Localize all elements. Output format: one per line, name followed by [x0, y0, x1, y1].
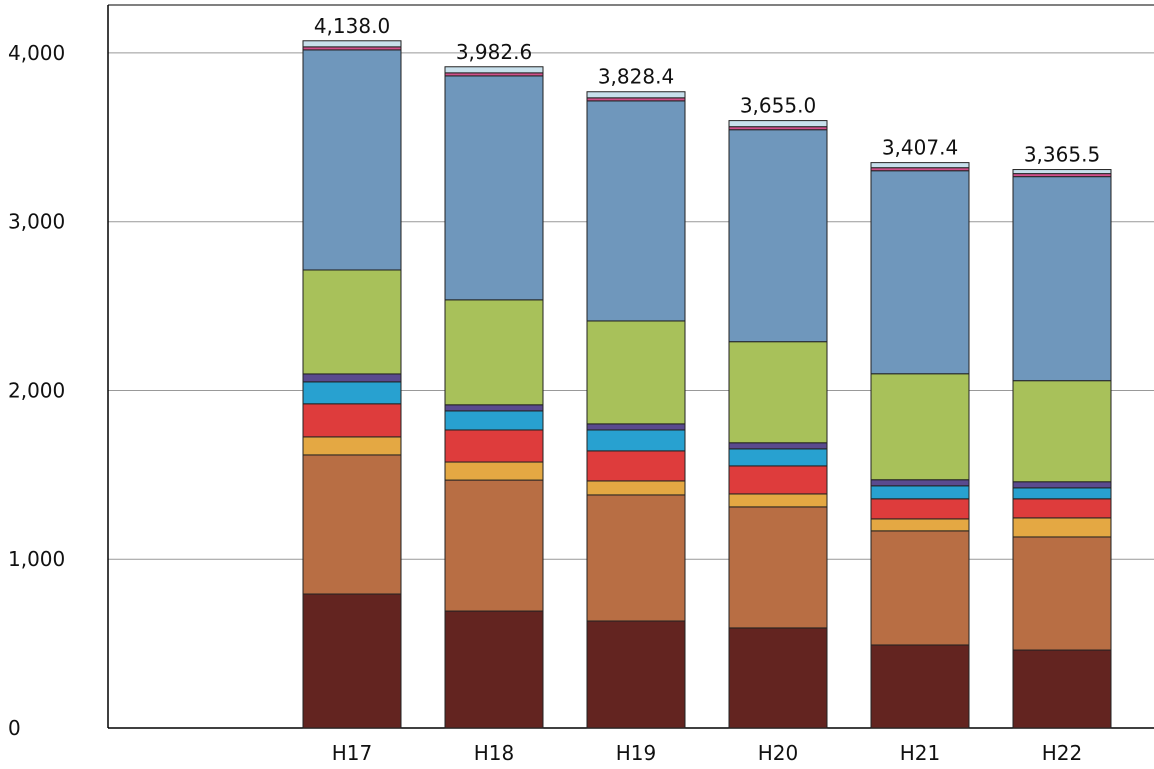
bar-segment — [586, 100, 686, 322]
bar-segment — [1012, 498, 1112, 519]
bar-segment — [586, 429, 686, 452]
bar-segment — [302, 403, 402, 438]
bar-segment — [870, 518, 970, 532]
bar-segment — [870, 530, 970, 646]
bar-segment — [586, 620, 686, 729]
bar-segment — [302, 381, 402, 405]
bar-segment — [586, 480, 686, 496]
x-tick-label: H22 — [1042, 741, 1083, 765]
bar-segment — [302, 436, 402, 456]
bar-segment — [586, 494, 686, 622]
total-label: 4,138.0 — [314, 14, 390, 38]
bar-segment — [870, 479, 970, 487]
bar-segment — [302, 454, 402, 595]
bar-segment — [444, 66, 544, 74]
bar-segment — [1012, 517, 1112, 538]
bar-segment — [870, 162, 970, 169]
bar-segment — [302, 269, 402, 375]
bar-segment — [728, 627, 828, 729]
x-tick-label: H21 — [900, 741, 941, 765]
x-tick-label: H18 — [474, 741, 515, 765]
bar-segment — [444, 410, 544, 431]
y-tick-label: 0 — [8, 716, 21, 740]
bar-segment — [870, 644, 970, 729]
bar-segment — [728, 341, 828, 444]
bar-segment — [444, 299, 544, 406]
bar-segment — [728, 506, 828, 629]
bar-segment — [302, 49, 402, 271]
bar-segment — [728, 493, 828, 508]
y-tick-label: 1,000 — [8, 547, 65, 571]
bar-segment — [444, 75, 544, 301]
bar-segment — [870, 498, 970, 520]
bar-segment — [1012, 481, 1112, 489]
bar-segment — [302, 40, 402, 48]
bar-segment — [1012, 169, 1112, 175]
bar-segment — [586, 450, 686, 482]
bar-segment — [444, 479, 544, 612]
bar-segment — [444, 610, 544, 729]
bar-segment — [586, 91, 686, 99]
x-tick-label: H20 — [758, 741, 799, 765]
bar-segment — [1012, 649, 1112, 729]
bar-segment — [586, 423, 686, 431]
y-tick-label: 2,000 — [8, 378, 65, 402]
bar-segment — [728, 120, 828, 128]
bar-segment — [586, 320, 686, 425]
x-tick-label: H17 — [332, 741, 373, 765]
bar-segment — [870, 373, 970, 481]
total-label: 3,365.5 — [1024, 143, 1100, 167]
bar-segment — [728, 448, 828, 467]
bar-segment — [1012, 176, 1112, 382]
x-tick-label: H19 — [616, 741, 657, 765]
bar-segment — [870, 170, 970, 375]
bar-segment — [444, 461, 544, 481]
bar-segment — [728, 442, 828, 450]
bar-segment — [728, 465, 828, 495]
bar-segment — [728, 129, 828, 343]
bar-segment — [1012, 536, 1112, 651]
total-label: 3,407.4 — [882, 136, 958, 160]
bar-segment — [1012, 380, 1112, 483]
bar-segment — [444, 429, 544, 463]
total-label: 3,982.6 — [456, 40, 532, 64]
bar-segment — [870, 485, 970, 500]
bar-segment — [444, 404, 544, 412]
bar-segment — [302, 593, 402, 729]
bar-segment — [1012, 487, 1112, 500]
total-label: 3,828.4 — [598, 65, 674, 89]
y-tick-label: 4,000 — [8, 41, 65, 65]
total-label: 3,655.0 — [740, 94, 816, 118]
y-tick-label: 3,000 — [8, 210, 65, 234]
bar-segment — [302, 373, 402, 383]
